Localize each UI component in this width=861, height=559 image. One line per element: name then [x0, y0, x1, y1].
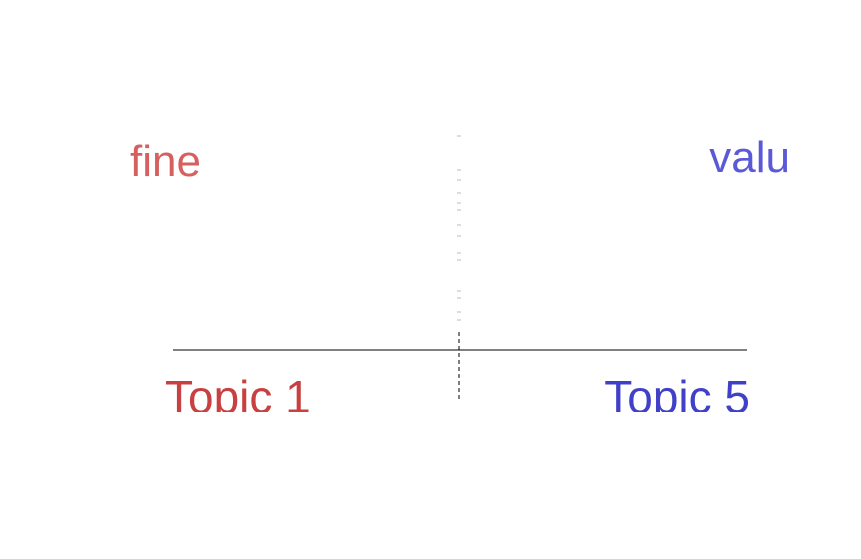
- topic-label-left: Topic 1: [165, 371, 311, 423]
- topic-labels: Topic 1 Topic 5: [165, 371, 750, 423]
- topic-label-right: Topic 5: [604, 371, 750, 423]
- word-label-left: fine: [130, 137, 201, 186]
- center-tick-marks: [457, 135, 461, 321]
- word-label-right: valu: [709, 133, 790, 182]
